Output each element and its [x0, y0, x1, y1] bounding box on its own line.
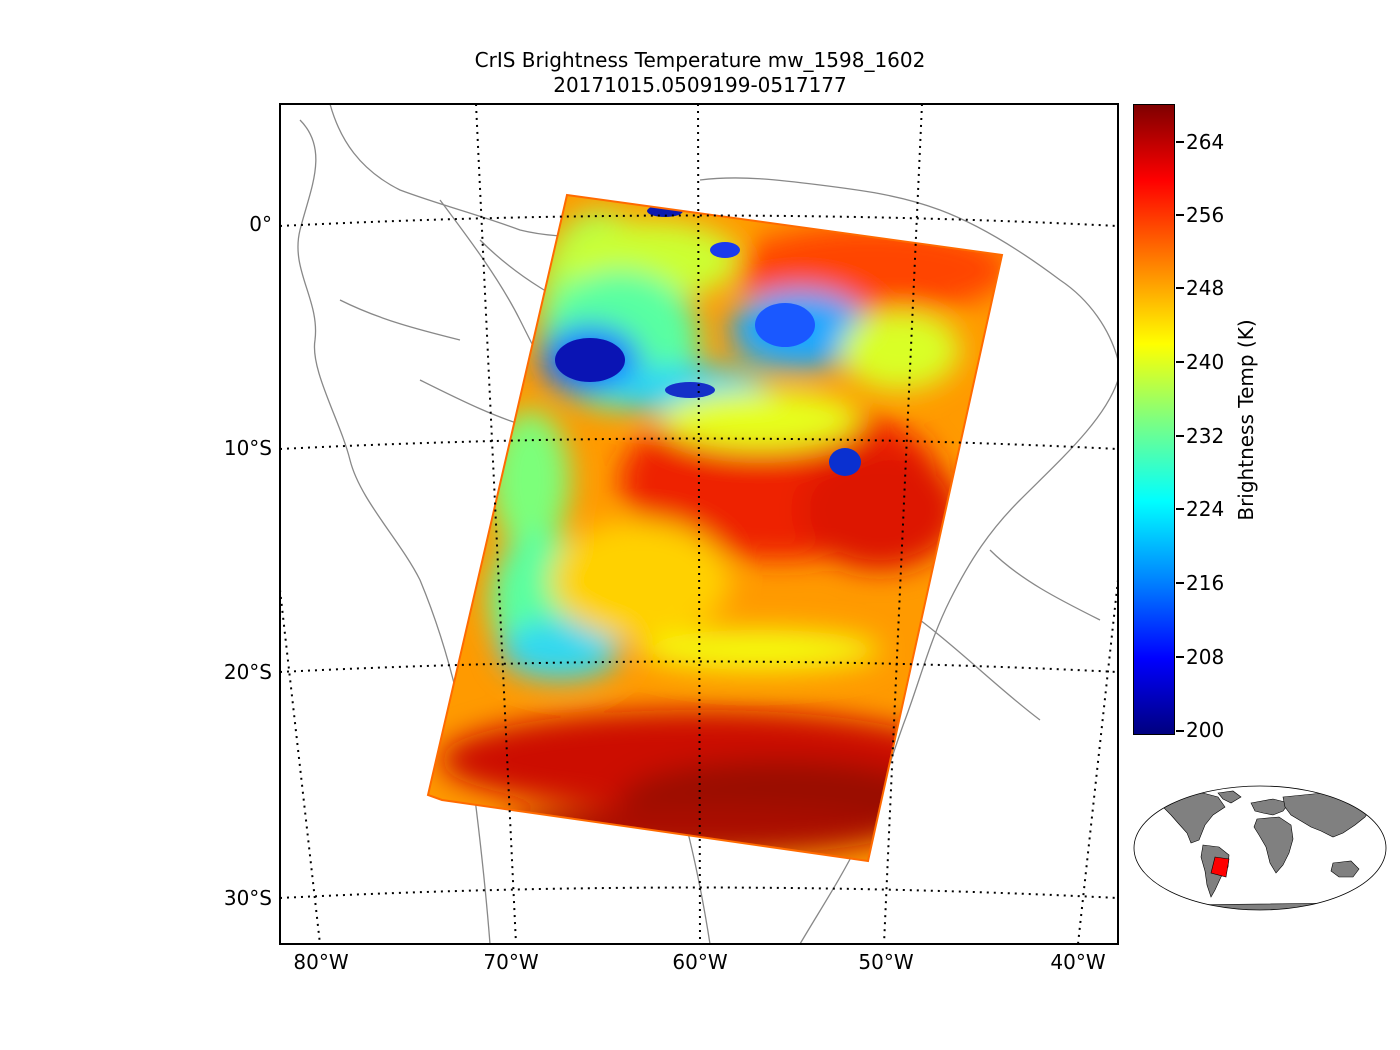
colorbar-label-240: 240: [1186, 350, 1225, 374]
graticule: [280, 104, 1118, 944]
colorbar-label-264: 264: [1186, 130, 1225, 154]
lat-label-30s: 30°S: [223, 886, 272, 910]
colorbar-tick: [1176, 435, 1184, 437]
colorbar-title: Brightness Temp (K): [1234, 319, 1258, 521]
colorbar-tick: [1176, 361, 1184, 363]
inset-globe-outline: [1133, 785, 1387, 911]
colorbar-tick: [1176, 656, 1184, 658]
lat-label-0: 0°: [249, 212, 272, 236]
inset-globe-map: [1133, 785, 1387, 911]
main-map: [279, 103, 1119, 945]
lon-label-70w: 70°W: [483, 950, 539, 974]
inset-swath-location: [1210, 856, 1230, 878]
colorbar-label-216: 216: [1186, 571, 1225, 595]
colorbar-label-248: 248: [1186, 276, 1225, 300]
lon-label-60w: 60°W: [672, 950, 728, 974]
map-title-line2: 20171015.0509199-0517177: [553, 73, 847, 97]
colorbar-tick: [1176, 508, 1184, 510]
lon-label-40w: 40°W: [1050, 950, 1106, 974]
colorbar-label-256: 256: [1186, 203, 1225, 227]
colorbar-tick: [1176, 582, 1184, 584]
lon-label-50w: 50°W: [858, 950, 914, 974]
colorbar-tick: [1176, 730, 1184, 732]
swath-footprint: [428, 195, 1002, 861]
colorbar-label-232: 232: [1186, 424, 1225, 448]
colorbar-tick: [1176, 287, 1184, 289]
colorbar-label-224: 224: [1186, 497, 1225, 521]
colorbar-tick: [1176, 141, 1184, 143]
lat-label-20s: 20°S: [223, 660, 272, 684]
map-content: [280, 104, 1118, 944]
colorbar-tick: [1176, 214, 1184, 216]
lon-label-80w: 80°W: [293, 950, 349, 974]
map-frame: [279, 103, 1119, 945]
lat-label-10s: 10°S: [223, 436, 272, 460]
colorbar-label-208: 208: [1186, 645, 1225, 669]
colorbar: [1133, 104, 1175, 735]
map-title-line1: CrIS Brightness Temperature mw_1598_1602: [474, 48, 926, 72]
colorbar-label-200: 200: [1186, 718, 1225, 742]
